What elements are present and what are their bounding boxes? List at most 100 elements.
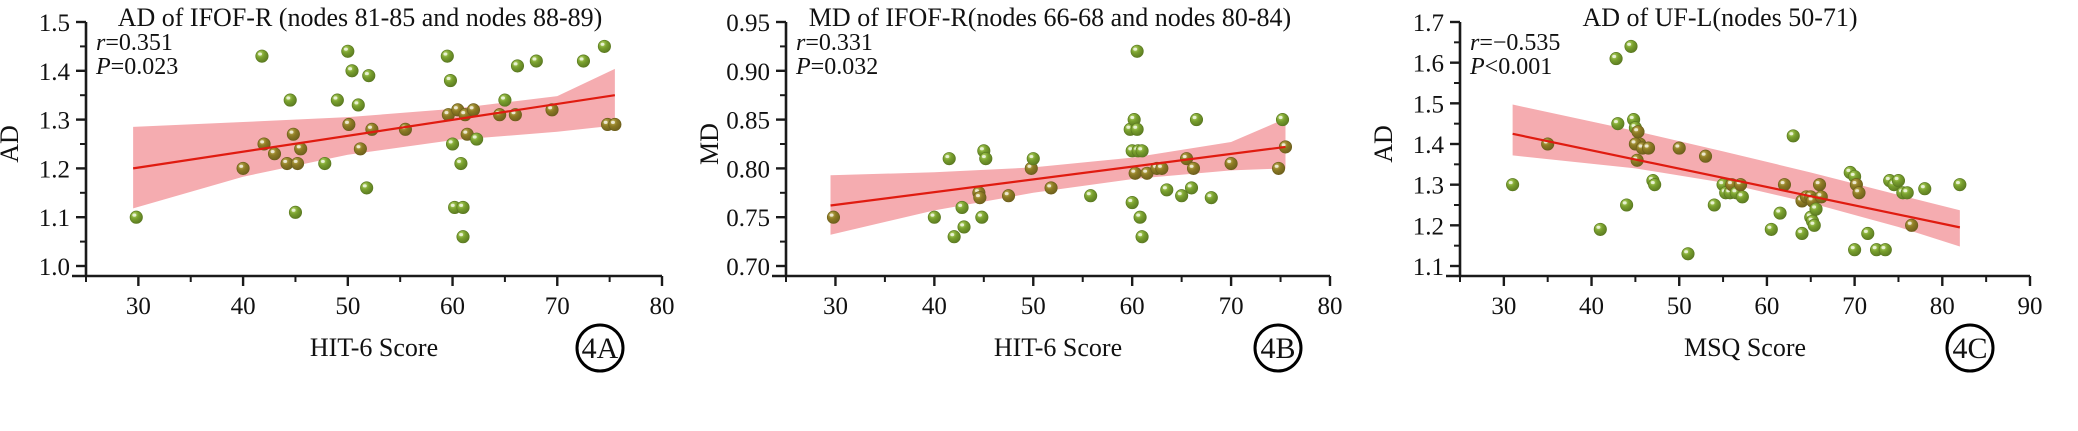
data-point — [1953, 178, 1967, 192]
data-point-highlight — [1182, 154, 1187, 159]
data-point-highlight — [289, 130, 294, 134]
data-point-highlight — [286, 96, 291, 100]
data-point — [362, 69, 376, 83]
data-point-highlight — [457, 159, 462, 164]
data-point-highlight — [975, 193, 980, 198]
data-point-highlight — [950, 233, 955, 237]
data-point — [466, 103, 481, 117]
data-point-highlight — [1177, 192, 1182, 196]
panel-title: MD of IFOF-R(nodes 66-68 and nodes 80-84… — [809, 3, 1291, 32]
stat-r-value: r=0.351 — [96, 30, 173, 56]
data-point — [1133, 210, 1147, 224]
data-point-highlight — [344, 120, 349, 124]
data-point-highlight — [958, 203, 963, 207]
y-tick-label: 0.70 — [726, 254, 770, 281]
plot-4c: 1.1 1.2 1.3 1.4 1.5 1.6 1.7 30 40 50 60 70 80 90 AD MSQ… — [1370, 3, 2043, 373]
panel-tag-4c: 4C — [1945, 323, 1995, 373]
data-point — [470, 132, 484, 146]
y-tick-label: 1.2 — [39, 156, 70, 183]
y-tick-label: 1.2 — [1413, 213, 1444, 240]
data-point — [1128, 166, 1142, 180]
data-point — [1786, 129, 1800, 143]
data-point — [318, 156, 332, 171]
data-point-highlight — [1719, 180, 1724, 185]
data-point-highlight — [979, 147, 984, 151]
data-point-highlight — [603, 120, 608, 124]
x-tick-label: 40 — [922, 293, 947, 320]
y-tick-label: 1.3 — [1413, 173, 1444, 200]
data-point-highlight — [1644, 144, 1649, 148]
data-point — [947, 230, 961, 244]
data-point-highlight — [1138, 233, 1143, 237]
data-point — [1275, 113, 1290, 127]
data-point-highlight — [461, 111, 466, 115]
data-point — [1204, 191, 1218, 205]
data-point — [353, 142, 367, 156]
data-point-highlight — [1767, 225, 1772, 229]
data-point — [1189, 113, 1204, 127]
data-point-highlight — [1126, 125, 1131, 129]
data-point-highlight — [1187, 184, 1192, 188]
data-point — [454, 156, 468, 171]
data-point-highlight — [1631, 140, 1636, 144]
data-point — [1084, 189, 1098, 203]
data-point — [1807, 218, 1821, 232]
panel-4c: 1.1 1.2 1.3 1.4 1.5 1.6 1.7 30 40 50 60 70 80 90 AD MSQ… — [1370, 0, 2078, 431]
data-point-highlight — [1162, 186, 1167, 190]
data-point — [979, 152, 993, 166]
y-tick-label: 1.5 — [1413, 91, 1444, 118]
data-point — [283, 93, 297, 107]
x-tick-label: 40 — [231, 293, 256, 320]
data-point-highlight — [1650, 180, 1655, 185]
data-point — [942, 152, 956, 166]
panel-title: AD of IFOF-R (nodes 81-85 and nodes 88-8… — [118, 3, 603, 32]
data-point-highlight — [459, 203, 464, 207]
data-point — [1905, 218, 1919, 232]
regression-line — [132, 94, 616, 170]
data-point-highlight — [1852, 180, 1857, 185]
regression-line — [830, 145, 1286, 207]
data-point-highlight — [283, 159, 288, 164]
data-point — [1795, 226, 1809, 241]
panel-4b: 0.70 0.75 0.80 0.85 0.90 0.95 30 40 50 60 70 80 MD HI… — [690, 0, 1380, 431]
data-point-highlight — [444, 111, 449, 115]
axes: 1.0 1.1 1.2 1.3 1.4 1.5 30 40 50 60 70 80 — [39, 10, 675, 320]
y-tick-label: 0.90 — [726, 59, 770, 86]
data-point — [456, 200, 470, 214]
y-tick-label: 0.95 — [726, 10, 770, 37]
data-point-highlight — [1710, 201, 1715, 205]
data-point — [975, 210, 989, 224]
data-point — [1160, 183, 1174, 197]
data-point — [1681, 247, 1695, 261]
data-point — [1624, 39, 1638, 53]
data-point-highlight — [1189, 164, 1194, 168]
data-point-highlight — [1684, 250, 1689, 254]
data-point-highlight — [1885, 176, 1890, 181]
data-point — [267, 147, 282, 161]
data-point-highlight — [548, 106, 553, 110]
data-point — [360, 181, 374, 195]
y-tick-label: 1.1 — [1413, 254, 1444, 281]
stat-p-value: P=0.023 — [95, 54, 178, 80]
data-point-highlight — [1596, 225, 1601, 229]
data-point — [1130, 44, 1144, 58]
data-point-highlight — [1133, 47, 1138, 51]
data-point — [576, 54, 591, 68]
data-point — [1698, 149, 1713, 163]
y-tick-label: 0.80 — [726, 156, 770, 183]
data-point-highlight — [1143, 169, 1148, 173]
data-point-highlight — [362, 184, 367, 188]
panel-tag-label: 4C — [1952, 332, 1987, 365]
data-point-highlight — [1281, 143, 1286, 147]
data-point-highlight — [343, 47, 348, 51]
data-point-highlight — [1850, 172, 1855, 177]
data-point-highlight — [1846, 168, 1851, 172]
data-point — [330, 93, 344, 107]
data-point-highlight — [513, 62, 518, 66]
data-point — [1891, 174, 1906, 188]
data-point-highlight — [930, 213, 935, 217]
data-point — [1773, 206, 1787, 220]
x-tick-label: 50 — [1021, 293, 1046, 320]
data-point — [341, 44, 355, 58]
